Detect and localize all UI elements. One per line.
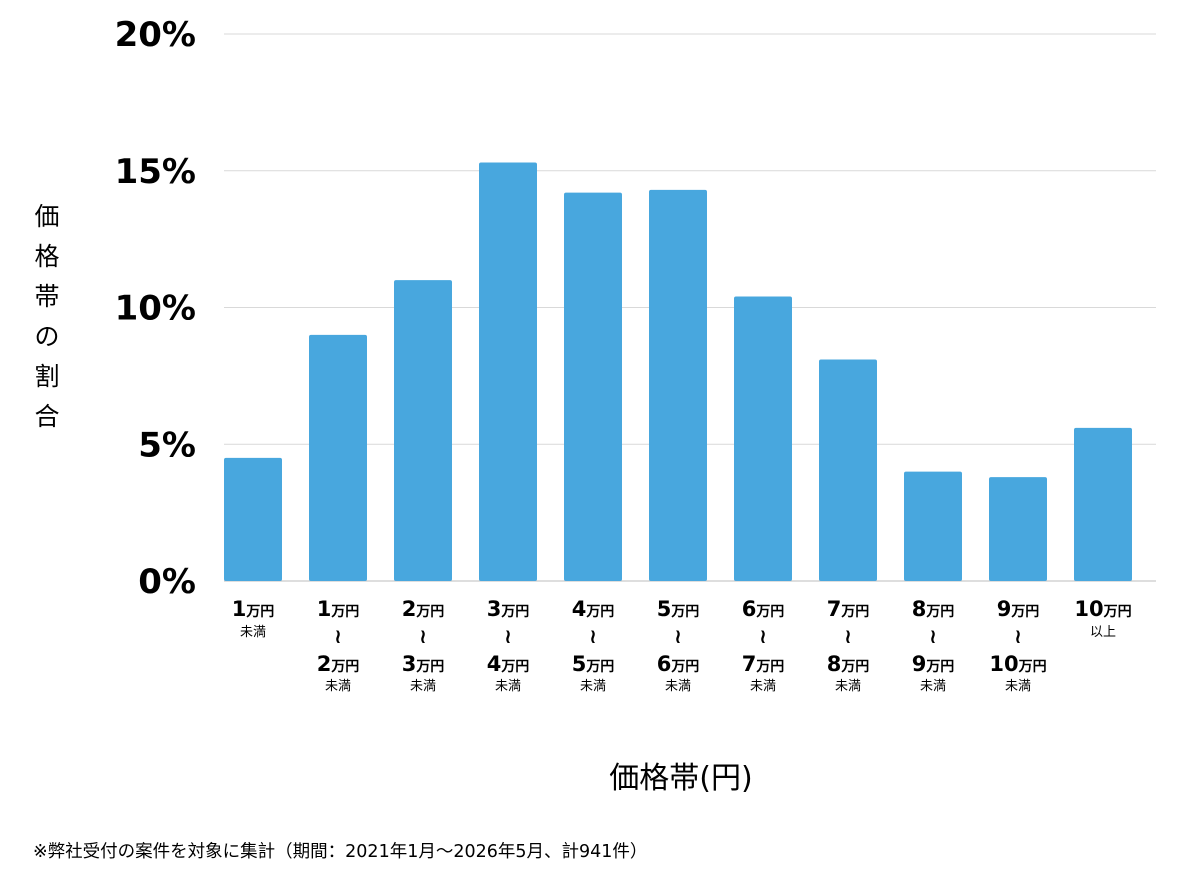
category-label-suffix: 未満 [1005, 679, 1031, 694]
bar-chart: 0%5%10%15%20%価格帯の割合価格帯(円)1万円未満1万円≀2万円未満2… [34, 15, 1156, 796]
y-tick-label: 10% [115, 289, 196, 329]
category-label-to: 8万円 [827, 652, 870, 676]
bar [394, 280, 452, 581]
bar [819, 359, 877, 581]
bar [649, 189, 707, 581]
category-label-tilde: ≀ [419, 624, 427, 648]
category-label-to: 4万円 [487, 652, 530, 676]
y-axis-label-char: 価 [34, 202, 59, 231]
category-label-suffix: 未満 [580, 679, 606, 694]
category-label-suffix: 未満 [920, 679, 946, 694]
category-label-tilde: ≀ [759, 624, 767, 648]
y-tick-label: 5% [138, 425, 196, 465]
category-label-from: 6万円 [742, 597, 785, 621]
category-label-to: 7万円 [742, 652, 785, 676]
y-tick-label: 0% [138, 562, 196, 602]
category-label-from: 10万円 [1074, 597, 1131, 621]
y-axis-label-char: の [34, 322, 59, 351]
category-label-from: 1万円 [317, 597, 360, 621]
bar [224, 457, 282, 581]
bar [1074, 427, 1132, 581]
category-label-tilde: ≀ [334, 624, 342, 648]
category-label-from: 9万円 [997, 597, 1040, 621]
y-tick-label: 20% [115, 15, 196, 55]
category-label-to: 9万円 [912, 652, 955, 676]
y-axis-label-char: 帯 [34, 282, 59, 311]
bar [479, 162, 537, 582]
category-label-tilde: ≀ [674, 624, 682, 648]
category-label-tilde: ≀ [1014, 624, 1022, 648]
category-label-to: 6万円 [657, 652, 700, 676]
category-label-suffix: 未満 [410, 679, 436, 694]
bar [309, 334, 367, 581]
category-label-tilde: ≀ [589, 624, 597, 648]
category-label-suffix: 未満 [665, 679, 691, 694]
category-label-suffix: 未満 [325, 679, 351, 694]
category-label-suffix: 未満 [750, 679, 776, 694]
category-label-from: 4万円 [572, 597, 615, 621]
category-label-from: 8万円 [912, 597, 955, 621]
category-label-tilde: ≀ [504, 624, 512, 648]
y-tick-label: 15% [115, 152, 196, 192]
category-label-from: 7万円 [827, 597, 870, 621]
category-label-from: 1万円 [232, 597, 275, 621]
footnote: ※弊社受付の案件を対象に集計（期間：2021年1月〜2026年5月、計941件） [33, 842, 648, 862]
category-label-from: 5万円 [657, 597, 700, 621]
category-label-to: 5万円 [572, 652, 615, 676]
y-axis-label-char: 格 [34, 242, 59, 271]
category-label-to: 10万円 [989, 652, 1046, 676]
category-label-suffix: 未満 [240, 625, 266, 640]
category-label-suffix: 以上 [1090, 625, 1116, 640]
category-label-to: 2万円 [317, 652, 360, 676]
category-label-suffix: 未満 [835, 679, 861, 694]
category-label-suffix: 未満 [495, 679, 521, 694]
y-axis-label-char: 割 [34, 362, 59, 391]
bar [904, 471, 962, 581]
bar [989, 477, 1047, 581]
x-axis-title: 価格帯(円) [609, 761, 752, 796]
bar [734, 296, 792, 581]
category-label-tilde: ≀ [844, 624, 852, 648]
y-axis-label-char: 合 [34, 402, 59, 431]
category-label-tilde: ≀ [929, 624, 937, 648]
bar [564, 192, 622, 581]
category-label-to: 3万円 [402, 652, 445, 676]
category-label-from: 3万円 [487, 597, 530, 621]
category-label-from: 2万円 [402, 597, 445, 621]
